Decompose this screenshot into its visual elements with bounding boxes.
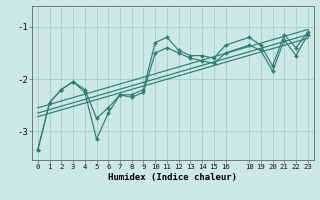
X-axis label: Humidex (Indice chaleur): Humidex (Indice chaleur) (108, 173, 237, 182)
